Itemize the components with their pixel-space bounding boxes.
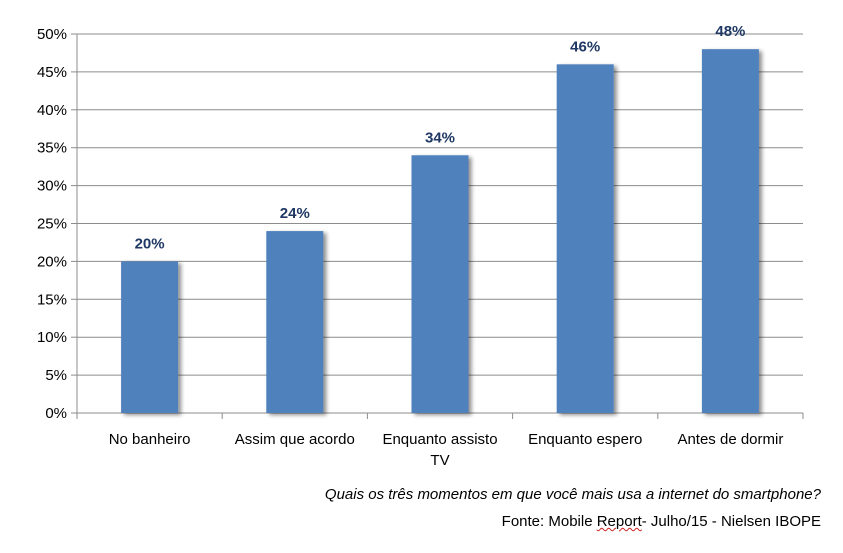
bar bbox=[556, 64, 614, 413]
bar bbox=[411, 155, 469, 413]
bars bbox=[121, 49, 759, 413]
x-tick-label-line: Antes de dormir bbox=[677, 431, 783, 448]
source-report-word: Report bbox=[596, 513, 642, 530]
x-tick-label-line: Assim que acordo bbox=[235, 431, 355, 448]
x-tick-label: Antes de dormir bbox=[677, 431, 783, 448]
y-tick-label: 30% bbox=[37, 178, 67, 195]
x-tick-label: No banheiro bbox=[109, 431, 191, 448]
bar bbox=[266, 231, 324, 413]
y-tick-label: 20% bbox=[37, 253, 67, 270]
source-suffix: - Julho/15 - Nielsen IBOPE bbox=[641, 513, 821, 530]
y-tick-label: 5% bbox=[45, 367, 67, 384]
y-tick-label: 45% bbox=[37, 64, 67, 81]
source-prefix: Fonte: Mobile bbox=[501, 513, 597, 530]
data-label: 34% bbox=[425, 129, 455, 146]
x-axis: No banheiro Assim que acordo Enquanto assi… bbox=[76, 412, 804, 469]
y-tick-label: 50% bbox=[37, 26, 67, 43]
x-tick-label-line: No banheiro bbox=[109, 431, 191, 448]
y-tick-label: 35% bbox=[37, 140, 67, 157]
data-label: 20% bbox=[135, 235, 165, 252]
x-tick-label-line: Enquanto assisto bbox=[382, 431, 497, 448]
bar bbox=[701, 49, 759, 413]
bar bbox=[121, 261, 179, 413]
x-tick-label-line: TV bbox=[430, 452, 449, 469]
y-tick-label: 15% bbox=[37, 291, 67, 308]
y-tick-label: 10% bbox=[37, 329, 67, 346]
chart-source-caption: Fonte: Mobile Report- Julho/15 - Nielsen… bbox=[502, 513, 821, 530]
x-tick-label: Enquanto assisto TV bbox=[382, 431, 497, 469]
data-labels: 20% 24% 34% 46% 48% bbox=[135, 23, 746, 252]
data-label: 24% bbox=[280, 205, 310, 222]
y-tick-label: 25% bbox=[37, 216, 67, 233]
chart-question-caption: Quais os três momentos em que você mais … bbox=[324, 486, 821, 503]
y-tick-label: 40% bbox=[37, 102, 67, 119]
y-tick-label: 0% bbox=[45, 405, 67, 422]
bar-chart: 0% 5% 10% 15% 20% 25% 30% 35% 40% 45% 50% No banhe… bbox=[37, 23, 804, 469]
x-tick-label-line: Enquanto espero bbox=[528, 431, 642, 448]
x-tick-label: Enquanto espero bbox=[528, 431, 642, 448]
data-label: 48% bbox=[715, 23, 745, 40]
x-tick-label: Assim que acordo bbox=[235, 431, 355, 448]
data-label: 46% bbox=[570, 38, 600, 55]
y-axis: 0% 5% 10% 15% 20% 25% 30% 35% 40% 45% 50% bbox=[37, 26, 78, 422]
